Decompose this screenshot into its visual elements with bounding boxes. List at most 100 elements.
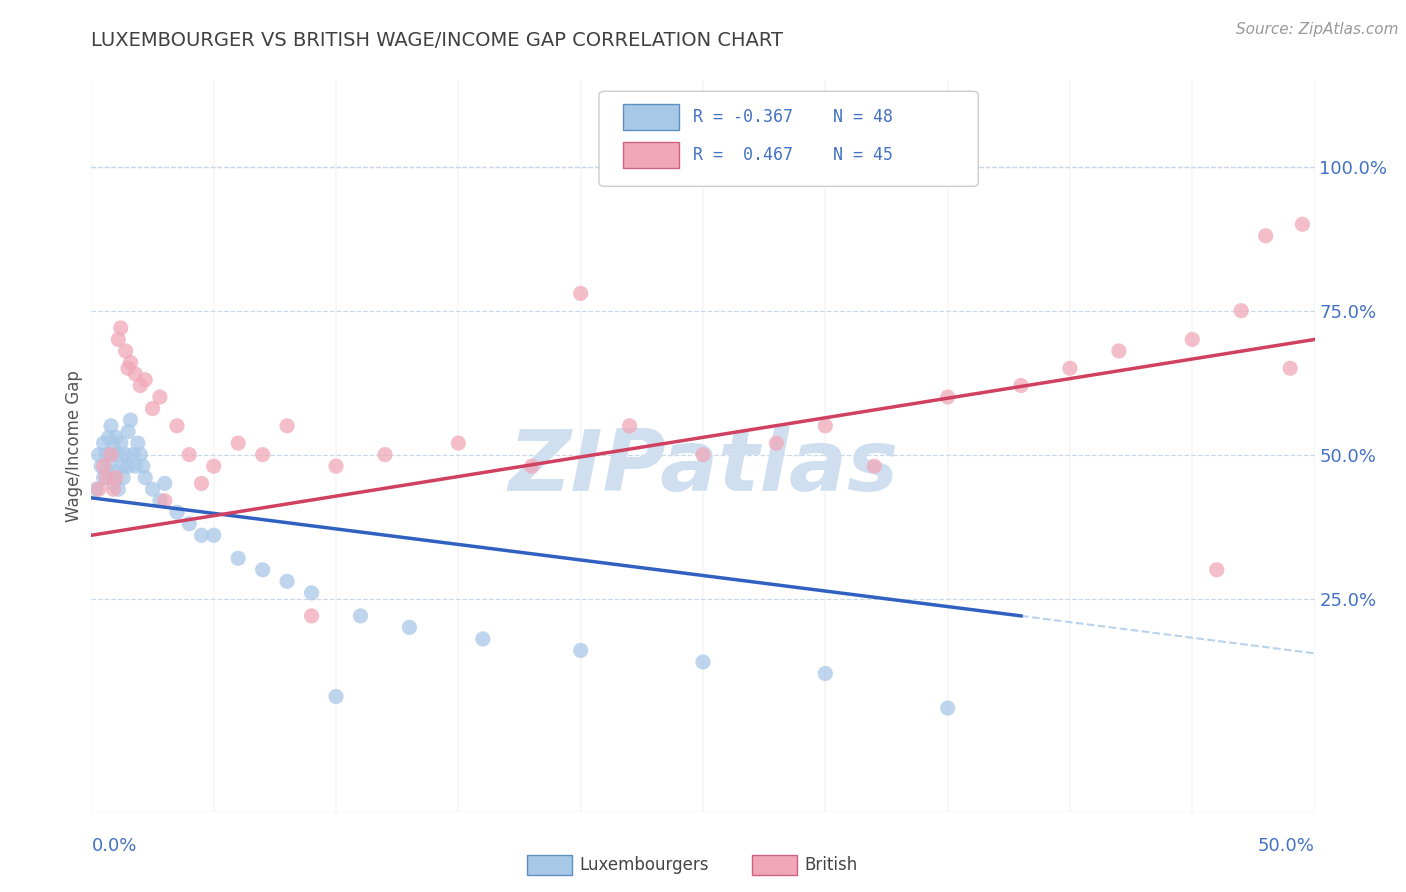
FancyBboxPatch shape [599,91,979,186]
Point [1181,333,1204,347]
Point [569,643,592,657]
Text: 0.0%: 0.0% [91,837,136,855]
Point [471,632,494,646]
Text: Source: ZipAtlas.com: Source: ZipAtlas.com [1236,22,1399,37]
Point [619,418,641,433]
Point [110,321,132,335]
Text: LUXEMBOURGER VS BRITISH WAGE/INCOME GAP CORRELATION CHART: LUXEMBOURGER VS BRITISH WAGE/INCOME GAP … [91,30,783,50]
Point [100,448,122,462]
Point [117,425,139,439]
Point [202,528,225,542]
Point [301,586,323,600]
Point [190,476,212,491]
Point [97,465,120,479]
Point [814,418,837,433]
Point [104,430,127,444]
Point [84,482,107,496]
Point [226,551,249,566]
Text: British: British [804,856,858,874]
Point [117,361,139,376]
Point [1205,563,1227,577]
Point [398,620,420,634]
Point [1010,378,1032,392]
Point [120,413,142,427]
Point [129,378,152,392]
Point [134,471,156,485]
Text: ZIPatlas: ZIPatlas [508,426,898,509]
Point [93,459,115,474]
Point [107,482,129,496]
Point [349,608,371,623]
Point [87,448,110,462]
Text: Luxembourgers: Luxembourgers [579,856,709,874]
Point [112,471,135,485]
Point [94,471,117,485]
Point [814,666,837,681]
Point [124,459,146,474]
Point [520,459,543,474]
Point [107,333,129,347]
Point [120,355,142,369]
Point [100,453,122,467]
Point [325,690,347,704]
Point [104,471,127,485]
Point [93,471,115,485]
Bar [623,104,679,129]
Point [863,459,886,474]
Y-axis label: Wage/Income Gap: Wage/Income Gap [65,370,83,522]
Point [765,436,787,450]
Point [936,701,959,715]
Point [112,459,135,474]
Point [90,459,112,474]
Point [107,448,129,462]
Point [114,343,136,358]
Point [141,401,163,416]
Point [936,390,959,404]
Point [301,608,323,623]
Point [103,482,125,496]
Point [94,448,117,462]
Text: R = -0.367    N = 48: R = -0.367 N = 48 [693,108,893,126]
Point [93,436,115,450]
Point [141,482,163,496]
Point [276,574,298,589]
Point [1254,228,1277,243]
Point [447,436,470,450]
Point [692,655,714,669]
Point [252,563,274,577]
Point [226,436,249,450]
Point [149,390,172,404]
Point [374,448,396,462]
Point [569,286,592,301]
Text: R =  0.467    N = 45: R = 0.467 N = 45 [693,146,893,164]
Point [87,482,110,496]
Point [1279,361,1302,376]
Point [1059,361,1081,376]
Point [103,442,125,456]
Point [190,528,212,542]
Point [1230,303,1253,318]
Point [179,516,201,531]
Point [149,493,172,508]
Point [132,459,155,474]
Point [692,448,714,462]
Point [97,430,120,444]
Point [166,418,188,433]
Point [325,459,347,474]
Point [134,373,156,387]
Bar [623,142,679,168]
Point [129,448,152,462]
Point [1108,343,1130,358]
Point [127,436,149,450]
Point [153,476,176,491]
Point [114,448,136,462]
Point [110,436,132,450]
Point [117,459,139,474]
Point [276,418,298,433]
Text: 50.0%: 50.0% [1258,837,1315,855]
Point [166,505,188,519]
Point [202,459,225,474]
Point [122,448,145,462]
Point [1291,217,1313,231]
Point [179,448,201,462]
